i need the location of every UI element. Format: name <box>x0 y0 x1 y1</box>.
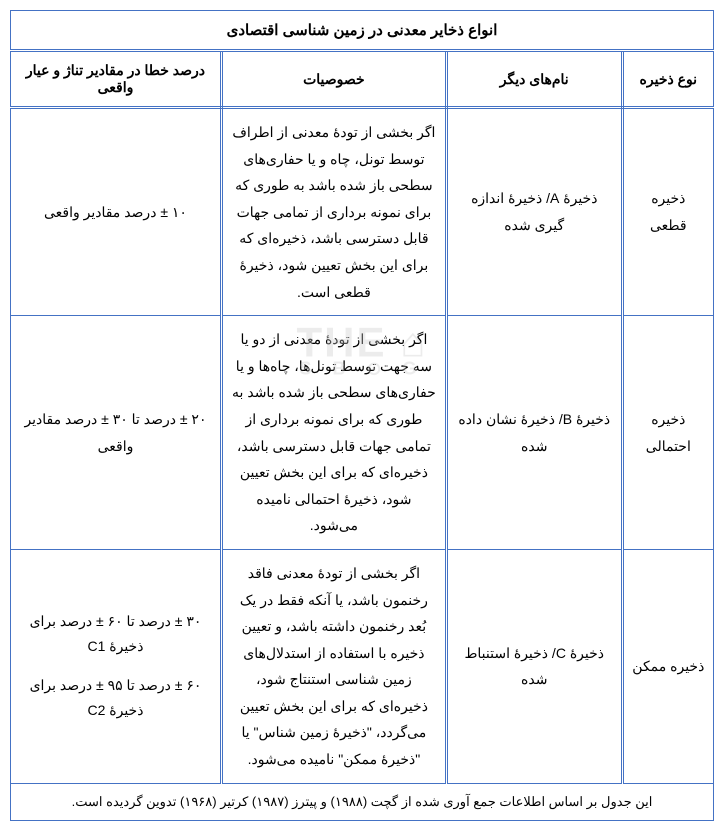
error-line-2: ۶۰ ± درصد تا ۹۵ ± درصد برای ذخیرۀ C2 <box>30 677 202 718</box>
cell-error: ۱۰ ± درصد مقادیر واقعی <box>11 108 222 316</box>
cell-names: ذخیرۀ A/ ذخیرۀ اندازه گیری شده <box>446 108 622 316</box>
error-line-1: ۳۰ ± درصد تا ۶۰ ± درصد برای ذخیرۀ C1 <box>30 613 202 654</box>
col-header-desc: خصوصیات <box>221 51 446 108</box>
cell-names: ذخیرۀ B/ ذخیرۀ نشان داده شده <box>446 316 622 550</box>
col-header-names: نام‌های دیگر <box>446 51 622 108</box>
cell-names: ذخیرۀ C/ ذخیرۀ استنباط شده <box>446 549 622 783</box>
table-row: ذخیره احتمالی ذخیرۀ B/ ذخیرۀ نشان داده ش… <box>11 316 714 550</box>
table-header-row: نوع ذخیره نام‌های دیگر خصوصیات درصد خطا … <box>11 51 714 108</box>
cell-error-multi: ۳۰ ± درصد تا ۶۰ ± درصد برای ذخیرۀ C1 ۶۰ … <box>11 549 222 783</box>
reserves-table: انواع ذخایر معدنی در زمین شناسی اقتصادی … <box>10 10 714 821</box>
cell-desc: اگر بخشی از تودۀ معدنی فاقد رخنمون باشد،… <box>221 549 446 783</box>
cell-error: ۲۰ ± درصد تا ۳۰ ± درصد مقادیر واقعی <box>11 316 222 550</box>
table-title: انواع ذخایر معدنی در زمین شناسی اقتصادی <box>11 11 714 51</box>
col-header-error: درصد خطا در مقادیر تناژ و عیار واقعی <box>11 51 222 108</box>
table-footer: این جدول بر اساس اطلاعات جمع آوری شده از… <box>11 783 714 821</box>
col-header-type: نوع ذخیره <box>622 51 713 108</box>
cell-desc: اگر بخشی از تودۀ معدنی از دو یا سه جهت ت… <box>221 316 446 550</box>
cell-type: ذخیره ممکن <box>622 549 713 783</box>
table-row: ذخیره ممکن ذخیرۀ C/ ذخیرۀ استنباط شده اگ… <box>11 549 714 783</box>
table-row: ذخیره قطعی ذخیرۀ A/ ذخیرۀ اندازه گیری شد… <box>11 108 714 316</box>
cell-type: ذخیره قطعی <box>622 108 713 316</box>
table-title-row: انواع ذخایر معدنی در زمین شناسی اقتصادی <box>11 11 714 51</box>
table-footer-row: این جدول بر اساس اطلاعات جمع آوری شده از… <box>11 783 714 821</box>
cell-desc: اگر بخشی از تودۀ معدنی از اطراف توسط تون… <box>221 108 446 316</box>
cell-type: ذخیره احتمالی <box>622 316 713 550</box>
